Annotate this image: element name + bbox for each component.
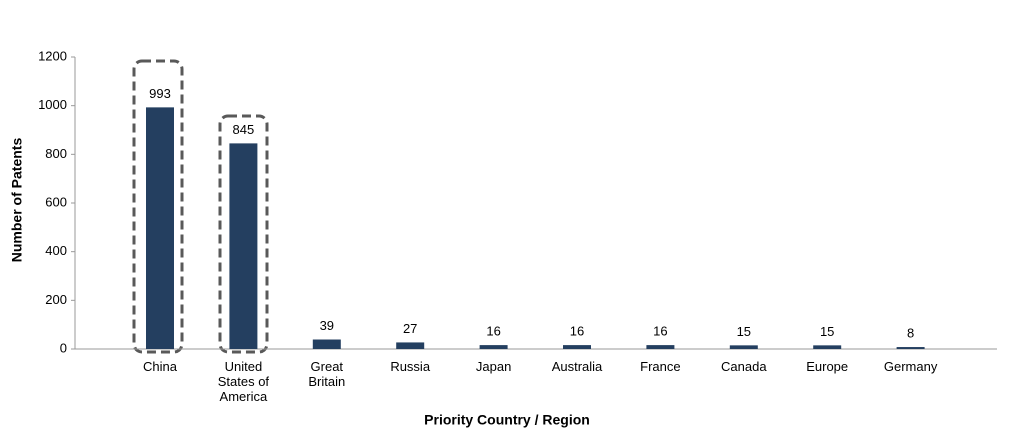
data-label: 16 [486, 324, 500, 339]
bar [312, 339, 341, 349]
data-label: 27 [403, 321, 417, 336]
x-tick-label: Great Britain [308, 359, 346, 389]
bar [229, 143, 258, 349]
y-tick-label: 400 [45, 243, 67, 258]
data-label: 15 [737, 324, 751, 339]
y-tick-label: 200 [45, 292, 67, 307]
bar [646, 345, 675, 349]
x-tick-label: Germany [883, 359, 938, 374]
bar [479, 345, 508, 349]
y-tick-label: 0 [60, 340, 67, 355]
x-tick-label: Europe [806, 359, 849, 374]
x-tick-label: Japan [475, 359, 512, 374]
data-label: 845 [233, 122, 255, 137]
x-tick-label: United States of America [217, 359, 270, 404]
x-tick-label: Canada [721, 359, 767, 374]
bar [813, 345, 842, 349]
highlight-box [132, 59, 184, 354]
bar [146, 107, 174, 350]
data-label: 15 [820, 324, 834, 339]
bar [729, 345, 758, 349]
x-tick-label: Australia [551, 359, 603, 374]
data-label: 16 [653, 324, 667, 339]
y-tick-label: 1000 [38, 97, 67, 112]
x-tick-label: Russia [390, 359, 431, 374]
x-tick-label: China [143, 359, 177, 374]
bar [396, 342, 425, 349]
bar [563, 345, 591, 349]
bar [896, 347, 925, 349]
y-tick-label: 1200 [38, 48, 67, 63]
highlight-box [218, 114, 269, 354]
data-label: 993 [149, 86, 171, 101]
x-tick-label: France [640, 359, 681, 374]
data-label: 39 [320, 318, 334, 333]
data-label: 8 [907, 325, 914, 340]
y-tick-label: 600 [45, 194, 67, 209]
data-label: 16 [570, 324, 584, 339]
y-axis-label: Number of Patents [9, 138, 25, 263]
x-axis-label: Priority Country / Region [424, 412, 590, 428]
y-tick-label: 800 [45, 146, 67, 161]
